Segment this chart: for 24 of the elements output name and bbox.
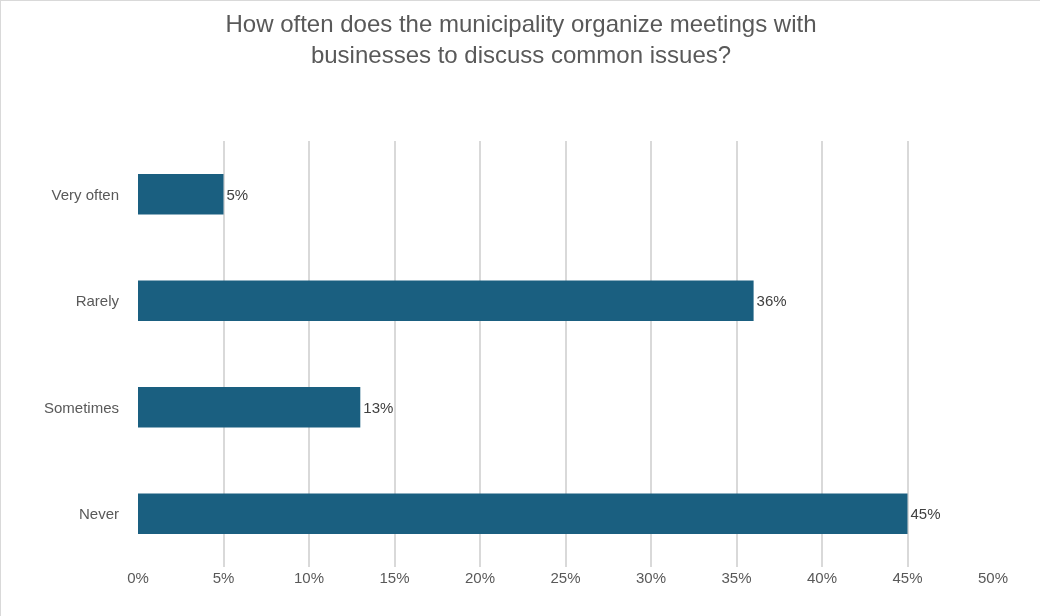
y-tick-label: Rarely: [75, 292, 120, 309]
x-tick-label: 0%: [127, 569, 149, 586]
data-label: 45%: [910, 505, 941, 523]
bar: [138, 493, 908, 534]
x-tick-label: 35%: [721, 569, 752, 586]
data-label: 36%: [756, 292, 787, 310]
x-tick-label: 20%: [464, 569, 496, 586]
x-tick-label: 45%: [892, 569, 923, 586]
chart-title: How often does the municipality organize meetings with businesses to discuss common issues?: [225, 9, 817, 68]
data-label: 13%: [363, 398, 394, 416]
bar: [138, 387, 361, 428]
bar: [138, 280, 754, 321]
x-tick-label: 50%: [977, 569, 1009, 586]
x-tick-label: 40%: [806, 569, 838, 586]
y-tick-label: Never: [78, 505, 119, 522]
x-tick-label: 25%: [550, 569, 581, 586]
bar: [138, 174, 224, 215]
x-tick-label: 10%: [293, 569, 325, 586]
y-tick-label: Sometimes: [43, 398, 119, 416]
y-tick-label: Very often: [51, 185, 119, 203]
x-tick-label: 5%: [212, 569, 235, 586]
x-tick-label: 30%: [635, 569, 667, 586]
data-label: 5%: [226, 185, 249, 203]
x-tick-label: 15%: [379, 569, 410, 586]
